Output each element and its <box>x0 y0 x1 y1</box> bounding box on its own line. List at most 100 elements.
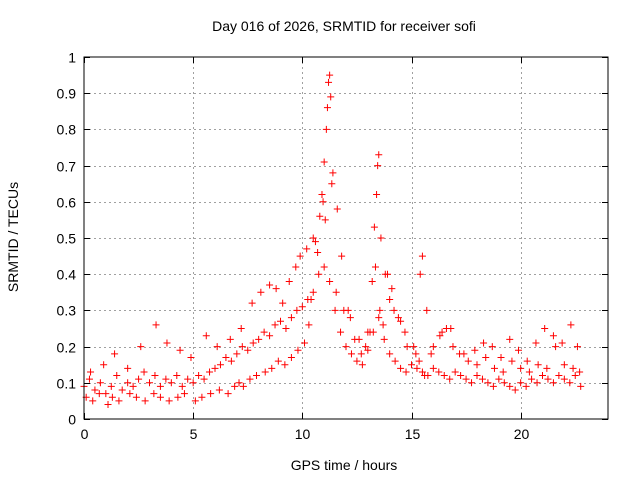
data-point <box>309 288 317 296</box>
data-point <box>355 335 363 343</box>
data-point <box>549 332 557 340</box>
data-point <box>386 296 394 304</box>
data-point <box>227 357 235 365</box>
data-point <box>315 270 323 278</box>
data-point <box>489 382 497 390</box>
data-point <box>118 386 126 394</box>
data-point <box>309 234 317 242</box>
data-point <box>408 361 415 369</box>
data-point <box>325 78 333 86</box>
data-point <box>390 306 398 314</box>
data-point <box>173 372 181 380</box>
data-point <box>523 357 531 365</box>
data-point <box>418 368 426 376</box>
data-point <box>332 288 340 296</box>
data-point <box>319 198 327 206</box>
data-point <box>342 343 350 351</box>
data-point <box>573 343 581 351</box>
data-point <box>296 252 304 260</box>
data-point <box>544 375 552 383</box>
data-point <box>311 238 319 246</box>
data-point <box>314 248 322 256</box>
data-point <box>347 350 355 358</box>
data-point <box>386 350 394 358</box>
data-point <box>440 372 448 380</box>
data-point <box>522 382 530 390</box>
data-point <box>115 397 123 405</box>
data-point <box>189 379 197 387</box>
data-point <box>249 339 257 347</box>
data-point <box>146 379 153 387</box>
data-point <box>87 368 95 376</box>
data-point <box>235 379 243 387</box>
data-point <box>495 375 503 383</box>
data-point <box>226 335 234 343</box>
data-point <box>506 382 514 390</box>
data-point <box>340 306 348 314</box>
data-point <box>532 339 540 347</box>
data-point <box>255 335 263 343</box>
data-point <box>397 317 405 325</box>
data-point <box>111 350 119 358</box>
data-point <box>508 357 516 365</box>
data-point <box>331 306 339 314</box>
data-point <box>237 325 245 332</box>
y-tick-label: 0.3 <box>57 303 77 319</box>
data-point <box>376 306 384 314</box>
data-point <box>102 390 110 398</box>
data-point <box>490 364 498 372</box>
data-point <box>514 346 522 354</box>
x-tick-label: 0 <box>81 426 89 442</box>
data-point <box>438 328 446 336</box>
data-point <box>377 234 385 242</box>
data-point <box>252 372 260 380</box>
data-point <box>156 393 164 401</box>
data-point <box>457 372 465 380</box>
data-point <box>552 343 560 351</box>
data-point <box>569 364 577 372</box>
data-point <box>482 353 490 361</box>
data-point <box>497 353 505 361</box>
data-point <box>141 397 149 405</box>
data-point <box>442 325 450 332</box>
data-point <box>567 321 575 329</box>
data-point <box>506 335 514 343</box>
data-point <box>380 335 388 343</box>
data-point <box>364 346 372 354</box>
data-point <box>281 361 289 369</box>
data-point <box>318 191 326 199</box>
data-point <box>195 372 203 380</box>
data-point <box>191 397 199 405</box>
data-point <box>418 252 426 260</box>
data-point <box>415 357 423 365</box>
x-axis-label: GPS time / hours <box>291 457 398 473</box>
data-point <box>293 306 301 314</box>
data-point <box>268 364 276 372</box>
data-point <box>91 386 99 394</box>
data-point <box>326 71 334 79</box>
data-point <box>549 379 557 387</box>
data-point <box>468 379 476 387</box>
data-point <box>383 270 391 278</box>
data-point <box>184 375 192 383</box>
data-point <box>402 368 410 376</box>
data-point <box>305 321 313 329</box>
data-point <box>337 328 345 336</box>
data-point <box>301 339 309 347</box>
data-point <box>362 343 370 351</box>
x-tick-label: 5 <box>190 426 198 442</box>
data-point <box>246 375 254 383</box>
data-point <box>373 191 381 199</box>
data-point <box>222 353 230 361</box>
data-point <box>471 346 479 354</box>
data-point <box>108 393 116 401</box>
data-point <box>152 321 160 329</box>
data-point <box>239 382 247 390</box>
y-tick-label: 0.6 <box>57 195 77 211</box>
data-point <box>320 263 328 271</box>
data-point <box>412 350 420 358</box>
data-point <box>353 357 361 365</box>
data-point <box>534 361 542 369</box>
data-point <box>322 125 330 133</box>
data-point <box>473 372 481 380</box>
